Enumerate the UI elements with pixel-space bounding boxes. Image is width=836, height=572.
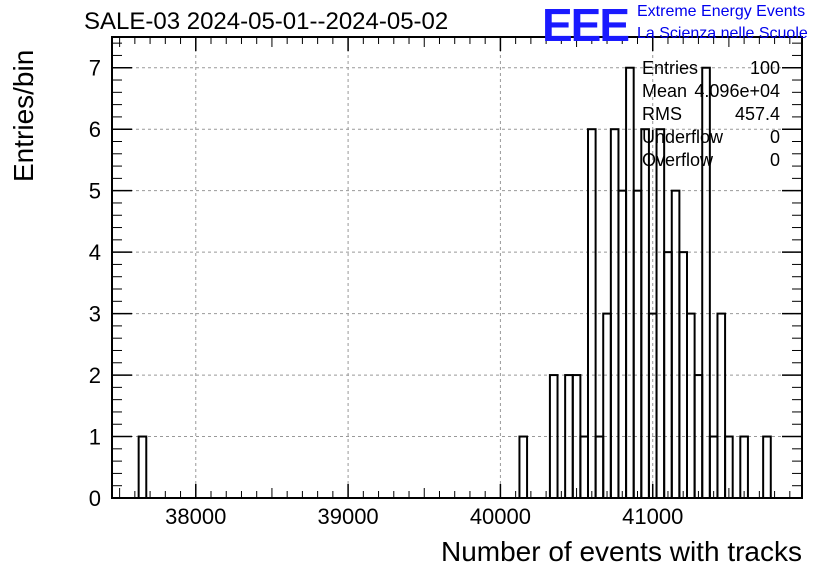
y-tick-label: 1 xyxy=(89,425,101,450)
histogram-bin xyxy=(686,312,696,499)
y-tick-label: 0 xyxy=(89,486,101,511)
histogram-bin xyxy=(708,435,719,499)
x-tick-label: 39000 xyxy=(317,504,378,529)
stats-row-overflow: Overflow 0 xyxy=(642,150,780,173)
x-tick-label: 40000 xyxy=(470,504,531,529)
stats-key: RMS xyxy=(642,104,682,124)
grid-lines xyxy=(112,37,802,498)
y-axis-label: Entries/bin xyxy=(8,49,39,182)
logo-line-2: La Scienza nelle Scuole xyxy=(637,25,808,42)
histogram-bin xyxy=(579,435,589,499)
histogram-bin xyxy=(625,66,635,499)
histogram-bin xyxy=(739,435,749,499)
histogram-bin xyxy=(762,435,772,499)
y-tick-label: 4 xyxy=(89,240,101,265)
histogram-bin xyxy=(602,312,612,499)
x-axis-label: Number of events with tracks xyxy=(440,536,802,567)
histogram-bin xyxy=(137,435,148,499)
histogram-bin xyxy=(518,435,529,499)
y-tick-label: 7 xyxy=(89,56,101,81)
y-tick-label: 5 xyxy=(89,179,101,204)
axes: 38000 39000 40000 41000 0 1 2 3 4 5 6 7 xyxy=(89,36,803,529)
y-tick-label: 3 xyxy=(89,302,101,327)
y-tick-label: 2 xyxy=(89,363,101,388)
stats-value: 100 xyxy=(749,58,780,78)
histogram-bin xyxy=(594,435,605,499)
histogram-bin xyxy=(632,189,643,500)
x-tick-label: 41000 xyxy=(622,504,683,529)
stats-row-mean: Mean 4.096e+04 xyxy=(642,81,780,104)
stats-value: 0 xyxy=(769,127,780,147)
stats-row-rms: RMS 457.4 xyxy=(642,104,780,127)
stats-key: Mean xyxy=(642,81,688,101)
eee-logo-mark: EEE xyxy=(542,0,630,51)
histogram-bin xyxy=(617,189,628,500)
logo-line-1: Extreme Energy Events xyxy=(637,3,806,20)
chart-title: SALE-03 2024-05-01--2024-05-02 xyxy=(84,8,449,35)
histogram-bin xyxy=(670,189,681,500)
histogram-bin xyxy=(716,312,727,499)
x-tick-label: 38000 xyxy=(165,504,226,529)
stats-row-entries: Entries 100 xyxy=(642,58,780,81)
stats-key: Overflow xyxy=(642,150,714,170)
stats-row-underflow: Underflow 0 xyxy=(642,127,780,150)
stats-value: 4.096e+04 xyxy=(694,81,780,101)
stats-box: Entries 100 Mean 4.096e+04 RMS 457.4 Und… xyxy=(642,58,780,173)
stats-value: 0 xyxy=(769,150,780,170)
stats-value: 457.4 xyxy=(734,104,780,124)
stats-key: Underflow xyxy=(642,127,724,147)
plot-frame xyxy=(111,36,803,499)
y-tick-label: 6 xyxy=(89,117,101,142)
stats-key: Entries xyxy=(642,58,699,78)
